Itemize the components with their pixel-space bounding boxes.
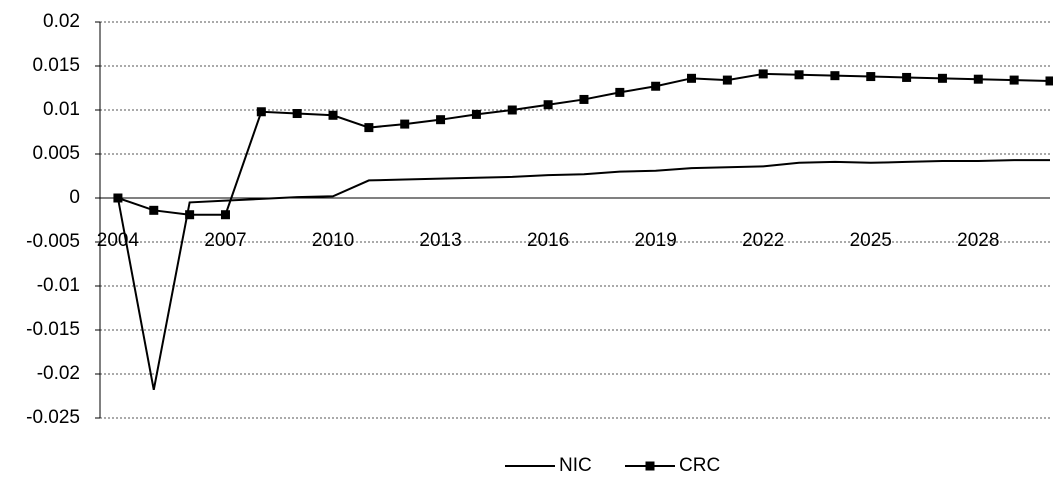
- y-tick-label: 0.01: [43, 99, 80, 120]
- point-marker: [185, 210, 195, 220]
- legend-label: CRC: [679, 455, 720, 476]
- x-tick-label: 2010: [312, 230, 354, 251]
- y-tick-label: -0.02: [37, 363, 80, 384]
- point-marker: [113, 193, 123, 203]
- point-marker: [866, 72, 876, 82]
- x-tick-label: 2022: [742, 230, 784, 251]
- y-tick-label: -0.01: [37, 275, 80, 296]
- y-tick-label: 0.02: [43, 11, 80, 32]
- point-marker: [902, 72, 912, 82]
- point-marker: [256, 107, 266, 117]
- y-tick-label: 0.005: [32, 143, 80, 164]
- point-marker: [830, 71, 840, 81]
- legend-label: NIC: [559, 455, 592, 476]
- point-marker: [507, 105, 517, 115]
- point-marker: [328, 110, 338, 120]
- point-marker: [220, 210, 230, 220]
- y-tick-label: 0.015: [32, 55, 80, 76]
- point-marker: [651, 81, 661, 91]
- point-marker: [149, 205, 159, 215]
- point-marker: [543, 100, 553, 110]
- point-marker: [973, 74, 983, 84]
- y-tick-label: -0.005: [26, 231, 80, 252]
- point-marker: [1009, 75, 1019, 85]
- x-tick-label: 2007: [204, 230, 246, 251]
- point-marker: [794, 70, 804, 80]
- x-tick-label: 2019: [635, 230, 677, 251]
- x-tick-label: 2004: [97, 230, 140, 251]
- point-marker: [292, 109, 302, 119]
- point-marker: [687, 73, 697, 83]
- point-marker: [937, 73, 947, 83]
- point-marker: [579, 94, 589, 104]
- point-marker: [1045, 76, 1053, 86]
- y-tick-label: 0: [69, 187, 80, 208]
- x-tick-label: 2025: [850, 230, 892, 251]
- point-marker: [722, 75, 732, 85]
- series-line: [116, 159, 1050, 391]
- y-tick-label: -0.025: [26, 407, 80, 428]
- y-tick-label: -0.015: [26, 319, 80, 340]
- point-marker: [615, 87, 625, 97]
- x-tick-label: 2028: [957, 230, 999, 251]
- point-marker: [758, 69, 768, 79]
- x-tick-label: 2016: [527, 230, 569, 251]
- point-marker: [364, 123, 374, 133]
- point-marker: [436, 115, 446, 125]
- legend-marker: [645, 461, 655, 471]
- x-tick-label: 2013: [419, 230, 461, 251]
- point-marker: [471, 109, 481, 119]
- point-marker: [400, 119, 410, 129]
